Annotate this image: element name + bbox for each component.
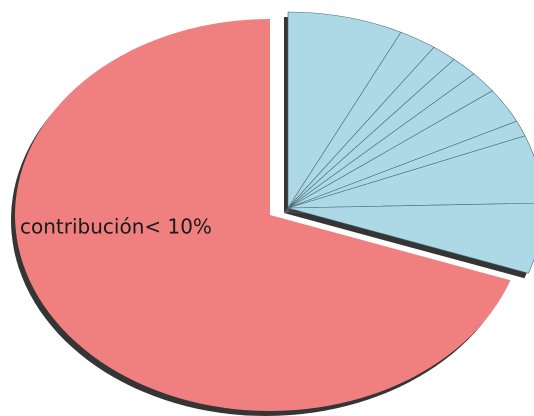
slice-layer bbox=[15, 11, 534, 411]
slice-label: contribución< 10% bbox=[20, 215, 212, 239]
pie-slice bbox=[15, 19, 511, 411]
pie-slice bbox=[287, 202, 534, 274]
label-layer: contribución< 10% bbox=[20, 215, 212, 239]
pie-slice bbox=[287, 11, 402, 210]
pie-slice bbox=[287, 135, 534, 209]
